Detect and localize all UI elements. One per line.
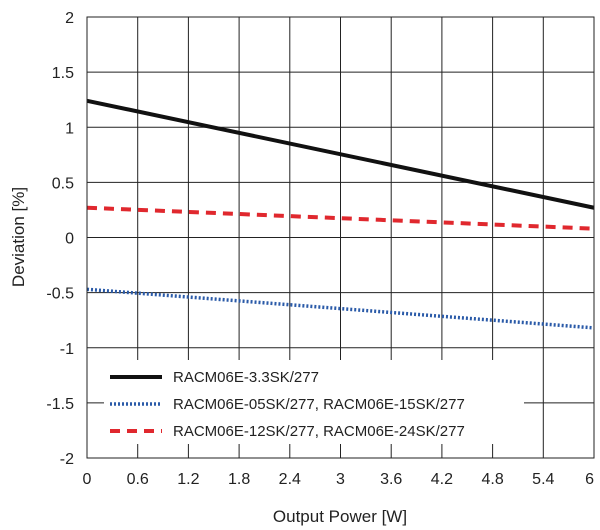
y-tick-label: 1: [65, 120, 74, 137]
x-tick-label: 5.4: [532, 471, 554, 488]
x-tick-label: 6: [585, 471, 594, 488]
x-tick-label: 2.4: [279, 471, 301, 488]
plot-border: [86, 16, 595, 459]
x-axis-label: Output Power [W]: [273, 507, 407, 526]
series-line-1: [86, 98, 595, 210]
y-tick-label: 2: [65, 10, 74, 27]
legend-label-2: RACM06E-05SK/277, RACM06E-15SK/277: [173, 396, 465, 413]
series-lines: [86, 98, 595, 330]
y-tick-label: 1.5: [52, 65, 74, 82]
x-tick-labels: 0 0.6 1.2 1.8 2.4 3 3.6 4.2 4.8 5.4 6: [83, 471, 595, 488]
x-tick-label: 1.2: [177, 471, 199, 488]
series-line-2: [86, 287, 595, 330]
legend-label-1: RACM06E-3.3SK/277: [173, 369, 319, 386]
legend-item-1: RACM06E-3.3SK/277: [110, 369, 319, 386]
y-tick-label: 0: [65, 231, 74, 248]
x-tick-label: 3: [336, 471, 345, 488]
x-tick-label: 3.6: [380, 471, 402, 488]
x-tick-label: 4.2: [431, 471, 453, 488]
legend-label-3: RACM06E-12SK/277, RACM06E-24SK/277: [173, 423, 465, 440]
legend-box: [104, 360, 524, 444]
y-tick-label: 0.5: [52, 175, 74, 192]
y-tick-label: -1: [60, 341, 74, 358]
y-axis-label: Deviation [%]: [9, 187, 28, 287]
y-tick-label: -1.5: [46, 396, 74, 413]
y-tick-label: -2: [60, 451, 74, 468]
legend: RACM06E-3.3SK/277 RACM06E-05SK/277, RACM…: [104, 360, 524, 444]
x-tick-label: 4.8: [481, 471, 503, 488]
x-tick-label: 0: [83, 471, 92, 488]
x-tick-label: 1.8: [228, 471, 250, 488]
y-tick-labels: 2 1.5 1 0.5 0 -0.5 -1 -1.5 -2: [46, 10, 74, 468]
legend-item-2: RACM06E-05SK/277, RACM06E-15SK/277: [110, 396, 465, 413]
x-tick-label: 0.6: [127, 471, 149, 488]
y-tick-label: -0.5: [46, 286, 74, 303]
legend-item-3: RACM06E-12SK/277, RACM06E-24SK/277: [110, 423, 465, 440]
